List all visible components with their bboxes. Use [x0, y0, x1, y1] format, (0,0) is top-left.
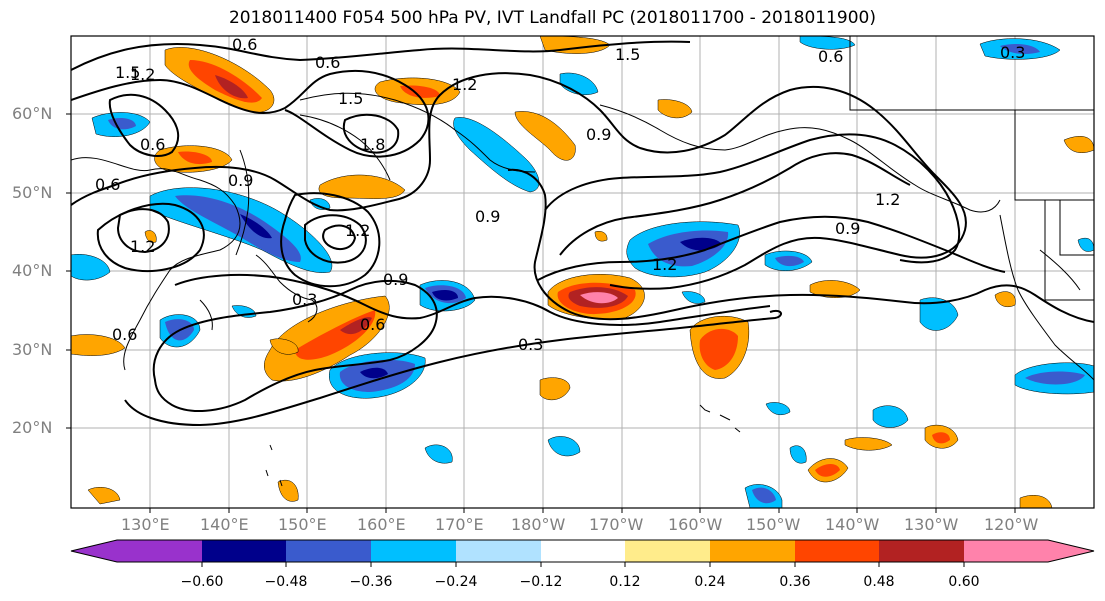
neg-anomaly-east-pacific	[919, 297, 959, 331]
lon-label: 130°E	[121, 515, 170, 534]
neg-anomaly-sea	[309, 198, 331, 210]
contour-label: 1.2	[452, 75, 477, 94]
pos-anomaly-small8	[1019, 495, 1053, 508]
coastlines	[71, 36, 1094, 487]
pos-anomaly-small10	[144, 230, 157, 243]
neg-anomaly-pacific-north	[559, 72, 599, 95]
colorbar-extend-high	[1048, 540, 1094, 562]
lon-label: 120°W	[984, 515, 1039, 534]
contour-labels: 1.5 1.2 0.6 0.6 1.5 1.2 1.5 1.8 0.6 0.9 …	[95, 35, 1025, 354]
pos-anomaly-small11	[87, 487, 121, 505]
contour-label: 0.9	[228, 171, 253, 190]
colorbar-tick-label: −0.60	[180, 574, 224, 590]
pos-anomaly-small5	[994, 291, 1016, 308]
contour-label: 0.6	[140, 135, 165, 154]
pos-anomaly-small4	[844, 437, 893, 451]
colorbar-tick-label: 0.24	[694, 574, 726, 590]
contour-label: 1.2	[130, 237, 155, 256]
neg-anomaly-small-d	[789, 445, 807, 464]
colorbar-tick-label: −0.12	[519, 574, 563, 590]
colorbar-tick-label: −0.36	[349, 574, 393, 590]
lat-label: 60°N	[12, 104, 53, 123]
lat-label: 40°N	[12, 261, 53, 280]
contour-label: 1.2	[345, 221, 370, 240]
colorbar-extend-low	[71, 540, 117, 562]
lon-label: 180°W	[511, 515, 566, 534]
figure-title: 2018011400 F054 500 hPa PV, IVT Landfall…	[228, 8, 876, 28]
lon-label: 150°W	[746, 515, 801, 534]
lat-label: 50°N	[12, 183, 53, 202]
pos-anomaly-top2	[657, 99, 693, 119]
contour-label: 0.9	[835, 219, 860, 238]
contour-label: 0.6	[112, 325, 137, 344]
colorbar-tick-label: −0.48	[264, 574, 308, 590]
map-panel	[71, 36, 1094, 508]
pv-contours	[71, 40, 1094, 427]
colorbar-tick-label: 0.48	[863, 574, 895, 590]
lon-label: 140°E	[200, 515, 249, 534]
pos-anomaly-small9	[594, 231, 608, 242]
colorbar-tick-label: −0.24	[434, 574, 478, 590]
contour-label: 0.3	[1000, 43, 1025, 62]
map-frame	[70, 35, 1095, 509]
lon-label: 160°W	[668, 515, 723, 534]
colorbar-tick-label: 0.12	[609, 574, 641, 590]
lon-label: 150°E	[278, 515, 327, 534]
colorbar-tick-label: 0.60	[948, 574, 980, 590]
axis-ticks	[66, 113, 1016, 513]
pos-anomaly-small7	[277, 479, 299, 502]
pos-anomaly-kamchatka	[318, 174, 406, 199]
contour-label: 0.9	[383, 270, 408, 289]
contour-label: 1.2	[875, 190, 900, 209]
neg-anomaly-china-north	[71, 254, 111, 281]
pv-shading	[71, 36, 1094, 508]
pos-anomaly-small6	[1063, 136, 1094, 153]
pos-anomaly-160E	[269, 338, 299, 355]
neg-anomaly-small-g	[681, 291, 706, 304]
pos-anomaly-china	[71, 334, 126, 356]
lon-label: 170°E	[435, 515, 484, 534]
lon-label: 140°W	[825, 515, 880, 534]
contour-label: 0.3	[518, 335, 543, 354]
contour-label: 1.5	[338, 89, 363, 108]
pos-anomaly-bering	[514, 111, 576, 161]
colorbar-tick-label: 0.36	[779, 574, 811, 590]
gridlines	[71, 36, 1094, 508]
neg-anomaly-small-h	[1077, 237, 1094, 252]
lon-label: 160°E	[357, 515, 406, 534]
lat-label: 20°N	[12, 418, 53, 437]
contour-label: 0.6	[232, 35, 257, 54]
lon-label: 170°W	[589, 515, 644, 534]
colorbar	[70, 539, 1095, 567]
contour-label: 0.6	[360, 315, 385, 334]
neg-anomaly-small-e	[765, 402, 791, 415]
contour-label: 1.5	[115, 63, 140, 82]
contour-label: 1.5	[615, 45, 640, 64]
contour-label: 0.9	[586, 125, 611, 144]
contour-label: 0.3	[292, 290, 317, 309]
neg-anomaly-small-a	[424, 444, 453, 464]
neg-anomaly-kamchatka	[453, 117, 540, 193]
contour-label: 0.9	[475, 207, 500, 226]
contour-label: 1.8	[360, 135, 385, 154]
contour-label: 0.6	[315, 53, 340, 72]
lon-label: 130°W	[904, 515, 959, 534]
contour-label: 1.2	[130, 65, 155, 84]
contour-label: 0.6	[95, 175, 120, 194]
lat-label: 30°N	[12, 340, 53, 359]
neg-anomaly-small-b	[547, 436, 581, 457]
neg-anomaly-hawaii	[872, 405, 909, 428]
contour-label: 0.6	[818, 47, 843, 66]
contour-label: 1.2	[652, 255, 677, 274]
pos-anomaly-small1	[539, 377, 571, 401]
